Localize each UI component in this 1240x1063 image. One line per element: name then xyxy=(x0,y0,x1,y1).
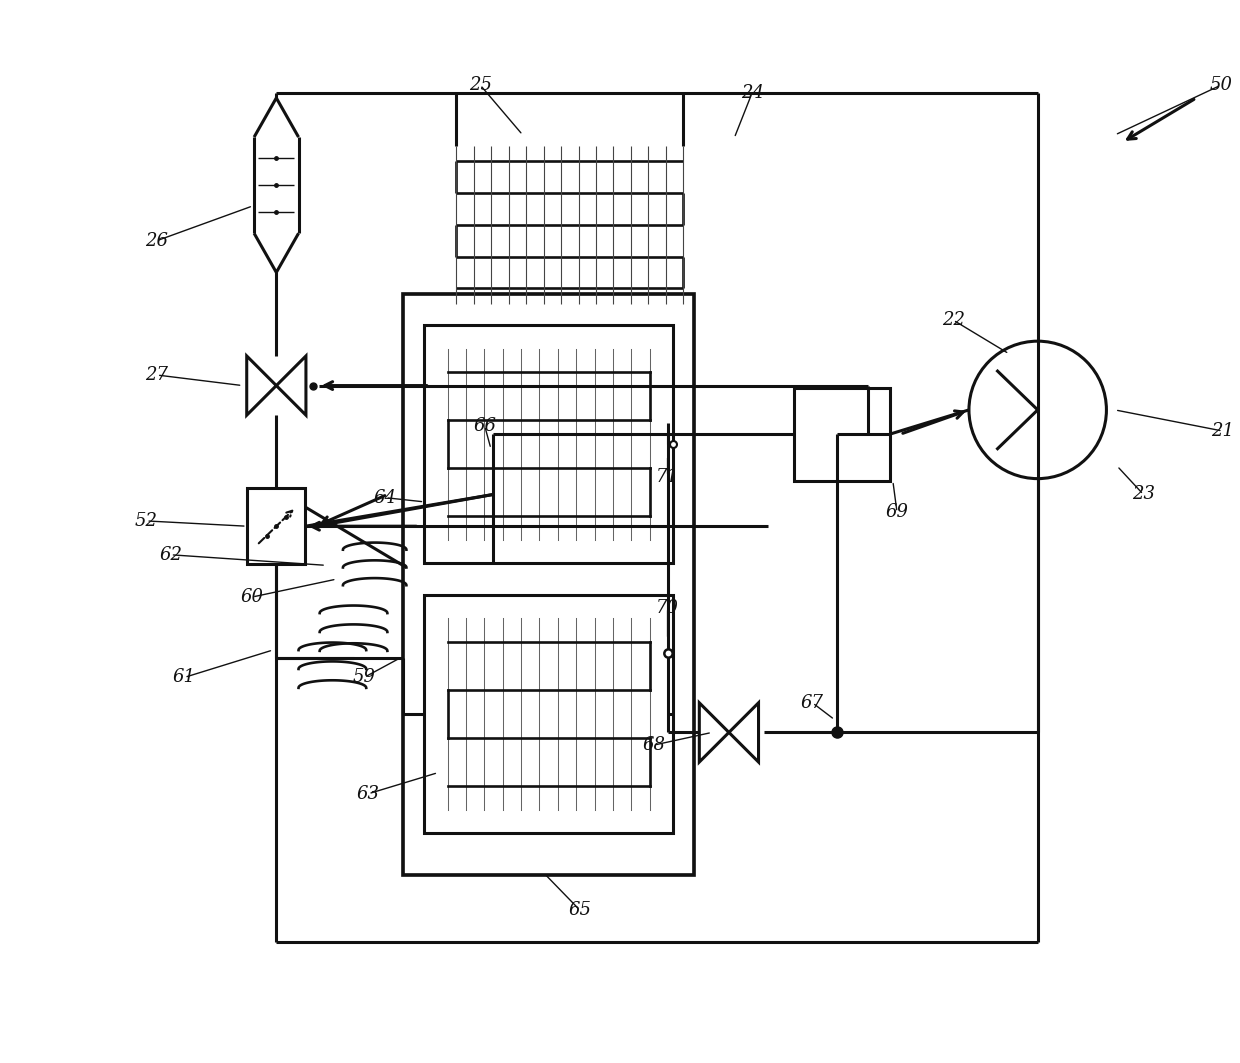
Text: 26: 26 xyxy=(145,232,169,250)
Text: 60: 60 xyxy=(241,588,264,606)
Text: 64: 64 xyxy=(373,489,397,507)
Text: 22: 22 xyxy=(941,311,965,330)
Text: 69: 69 xyxy=(885,504,909,522)
Text: 67: 67 xyxy=(801,694,823,712)
Bar xyxy=(403,293,694,875)
Text: 61: 61 xyxy=(172,669,196,687)
Text: 25: 25 xyxy=(469,77,492,95)
Bar xyxy=(424,595,673,833)
Text: 59: 59 xyxy=(352,669,376,687)
Text: 68: 68 xyxy=(642,736,666,754)
Text: 24: 24 xyxy=(740,84,764,102)
Text: 62: 62 xyxy=(159,545,182,563)
Text: 71: 71 xyxy=(656,468,680,486)
Bar xyxy=(424,325,673,563)
Bar xyxy=(247,488,305,564)
Text: 50: 50 xyxy=(1209,77,1233,95)
Text: 65: 65 xyxy=(568,901,591,919)
Text: 66: 66 xyxy=(474,417,496,435)
Text: 23: 23 xyxy=(1132,486,1154,504)
Bar xyxy=(795,388,889,480)
Text: 63: 63 xyxy=(357,784,379,803)
Text: 27: 27 xyxy=(145,366,169,384)
Text: 70: 70 xyxy=(656,598,680,617)
Text: 52: 52 xyxy=(135,512,157,530)
Text: 21: 21 xyxy=(1211,422,1234,440)
